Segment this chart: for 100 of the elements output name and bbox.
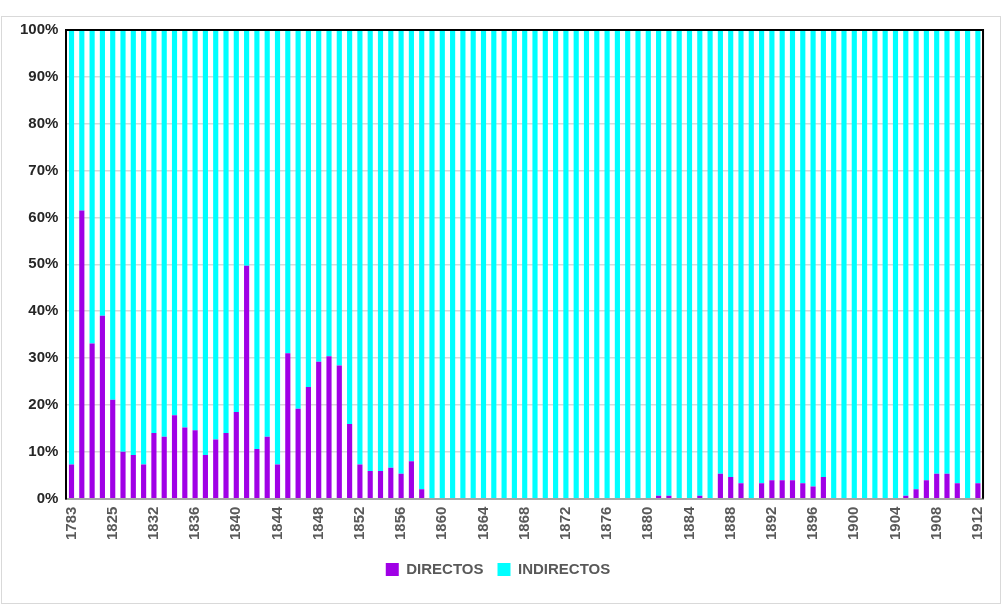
bar: [171, 415, 178, 498]
x-tick-label: 1783: [61, 506, 79, 541]
bar: [68, 30, 75, 465]
bar: [233, 411, 239, 498]
bar: [913, 30, 919, 490]
bar: [223, 433, 229, 498]
bar: [305, 30, 311, 388]
bar: [244, 265, 250, 498]
bar: [717, 30, 723, 474]
bar: [223, 30, 229, 434]
bar: [501, 30, 507, 498]
bar: [79, 30, 85, 211]
bar: [573, 30, 579, 498]
bar: [110, 30, 116, 400]
bar: [357, 464, 363, 498]
bar: [213, 30, 219, 440]
bar: [965, 30, 971, 498]
bar: [285, 353, 291, 498]
bar: [789, 30, 796, 481]
x-tick-label: 1840: [226, 506, 244, 541]
bar: [934, 473, 940, 498]
bar: [439, 30, 445, 498]
bar: [717, 473, 723, 498]
x-tick-label: 1836: [185, 506, 203, 541]
y-tick-label: 40%: [28, 301, 59, 319]
bar: [202, 30, 208, 456]
bar: [316, 361, 322, 498]
bar: [419, 489, 425, 498]
bar: [408, 30, 414, 462]
bar: [347, 30, 353, 425]
x-tick-label: 1888: [720, 506, 738, 541]
bar: [769, 480, 775, 498]
bar: [480, 30, 487, 498]
bar: [635, 30, 641, 498]
bar: [820, 30, 826, 478]
bar: [944, 30, 950, 474]
y-tick-label: 50%: [28, 254, 59, 272]
bar: [244, 30, 250, 266]
bar: [130, 455, 136, 498]
x-tick-label: 1860: [432, 506, 450, 541]
bar: [923, 480, 929, 498]
x-tick-label: 1848: [308, 506, 326, 541]
bar: [862, 30, 868, 498]
bar: [872, 30, 878, 498]
bar: [295, 408, 301, 498]
x-tick-label: 1912: [968, 506, 986, 541]
bar: [614, 30, 620, 498]
bar: [295, 30, 301, 409]
bar: [779, 480, 785, 498]
bar: [954, 483, 960, 498]
bar: [532, 30, 538, 498]
bar: [274, 464, 281, 498]
bar: [954, 30, 960, 484]
bar: [347, 424, 353, 498]
x-tick-label: 1900: [844, 506, 862, 541]
bar: [326, 30, 332, 357]
bar: [759, 30, 765, 484]
bar: [388, 30, 394, 468]
bar: [707, 30, 713, 498]
bar: [336, 365, 342, 498]
bar: [975, 483, 981, 498]
bar: [656, 495, 662, 498]
y-tick-label: 0%: [36, 488, 59, 506]
bar: [831, 30, 837, 498]
bar: [728, 30, 734, 478]
bar: [594, 30, 600, 498]
x-tick-label: 1892: [762, 506, 780, 541]
x-tick-label: 1856: [391, 506, 409, 541]
bar: [398, 30, 404, 474]
bar: [419, 30, 425, 490]
bar: [388, 467, 394, 498]
bar: [254, 448, 260, 498]
bar: [120, 451, 126, 498]
bar: [820, 477, 826, 498]
bar: [810, 30, 816, 487]
bar: [923, 30, 929, 481]
x-tick-label: 1896: [803, 506, 821, 541]
bar: [666, 495, 672, 498]
bar: [89, 343, 95, 498]
bar: [656, 30, 662, 496]
bar: [975, 30, 981, 484]
bar: [769, 30, 775, 481]
bar: [357, 30, 363, 465]
y-tick-label: 10%: [28, 441, 59, 459]
legend-label: DIRECTOS: [406, 559, 484, 577]
bar: [171, 30, 178, 416]
y-tick-label: 60%: [28, 207, 59, 225]
bar: [645, 30, 651, 498]
y-tick-label: 30%: [28, 348, 59, 366]
bar: [99, 30, 105, 316]
x-tick-label: 1876: [597, 506, 615, 541]
bar: [697, 495, 703, 498]
bar: [264, 436, 270, 498]
bar: [563, 30, 569, 498]
x-tick-label: 1852: [350, 506, 368, 541]
x-tick-label: 1904: [885, 505, 903, 541]
bar: [213, 439, 219, 498]
bar: [759, 483, 765, 498]
bar: [738, 30, 744, 484]
bar: [264, 30, 270, 437]
